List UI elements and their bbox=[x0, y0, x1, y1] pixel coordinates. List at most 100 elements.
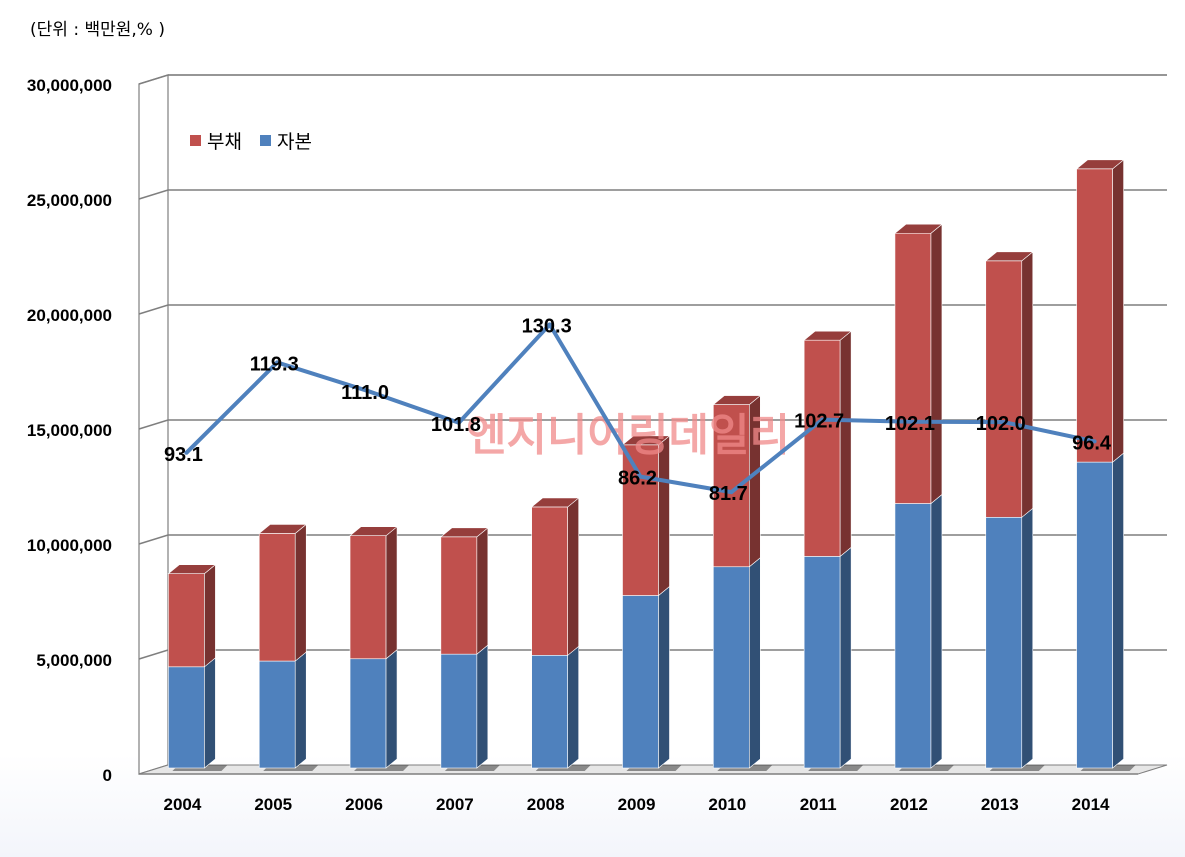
bar-top bbox=[258, 524, 308, 534]
x-tick-label: 2008 bbox=[527, 795, 565, 814]
ratio-point bbox=[1001, 420, 1006, 425]
bar-front bbox=[258, 660, 296, 769]
bar-부채-2010 bbox=[712, 394, 762, 568]
ratio-point bbox=[366, 389, 371, 394]
bar-side bbox=[1021, 251, 1034, 518]
x-tick-label: 2011 bbox=[800, 795, 837, 814]
legend: 부채 자본 bbox=[190, 131, 312, 153]
bar-front bbox=[349, 535, 387, 660]
ratio-line bbox=[184, 322, 1097, 495]
bar-side bbox=[1112, 159, 1124, 463]
x-tick-label: 2014 bbox=[1072, 795, 1110, 814]
bar-side bbox=[930, 493, 943, 769]
x-tick-label: 2013 bbox=[981, 795, 1019, 814]
y-tick-label: 25,000,000 bbox=[27, 191, 112, 210]
y-tick-label: 10,000,000 bbox=[27, 536, 112, 555]
ratio-point bbox=[820, 417, 825, 422]
bar-front bbox=[803, 339, 841, 557]
bar-top bbox=[440, 527, 489, 538]
bar-부채-2009 bbox=[621, 435, 671, 597]
bar-top bbox=[530, 497, 580, 508]
x-tick-label: 2012 bbox=[890, 795, 928, 814]
bar-front bbox=[168, 573, 205, 668]
x-tick-label: 2004 bbox=[163, 795, 201, 814]
bar-front bbox=[349, 658, 387, 769]
y-axis-ticks: 0 5,000,000 10,000,000 15,000,000 20,000,000… bbox=[27, 76, 112, 785]
bar-top bbox=[349, 526, 398, 537]
legend-item: 부채 bbox=[190, 131, 242, 153]
ratio-label: 130.3 bbox=[522, 315, 572, 337]
ratio-labels: 93.1 119.3 111.0 101.8 130.3 86.2 81.7 102.7 102… bbox=[164, 315, 1112, 505]
legend-item: 자본 bbox=[260, 131, 312, 153]
bar-side bbox=[1021, 507, 1034, 769]
bar-front bbox=[531, 506, 568, 656]
bar-front bbox=[622, 595, 659, 769]
bar-자본-2008 bbox=[531, 645, 591, 771]
ratio-point bbox=[638, 474, 643, 479]
bar-front bbox=[531, 654, 568, 769]
ratio-point bbox=[729, 490, 734, 495]
gridline bbox=[138, 74, 1167, 85]
bar-front bbox=[713, 404, 750, 568]
bar-자본-2010 bbox=[713, 557, 773, 771]
x-tick-label: 2006 bbox=[345, 795, 383, 814]
bar-자본-2007 bbox=[440, 644, 500, 771]
bar-자본-2009 bbox=[622, 585, 682, 771]
legend-label: 자본 bbox=[277, 131, 312, 153]
bar-front bbox=[1076, 168, 1113, 463]
unit-note: (단위 : 백만원,% ) bbox=[30, 20, 165, 40]
y-tick-label: 20,000,000 bbox=[27, 306, 112, 325]
bar-side bbox=[658, 585, 670, 769]
bar-front bbox=[803, 556, 841, 769]
bar-side bbox=[476, 644, 489, 769]
bar-front bbox=[713, 566, 750, 769]
bar-front bbox=[258, 533, 296, 662]
ratio-label: 101.8 bbox=[431, 414, 481, 436]
bar-side bbox=[294, 523, 307, 662]
x-tick-label: 2005 bbox=[254, 795, 292, 814]
bar-side bbox=[839, 330, 852, 558]
y-tick-label: 5,000,000 bbox=[36, 651, 112, 670]
bar-자본-2011 bbox=[803, 546, 864, 771]
bar-top bbox=[894, 223, 943, 234]
bar-front bbox=[985, 516, 1023, 769]
ratio-label: 86.2 bbox=[618, 468, 657, 490]
x-axis-ticks: 2004 2005 2006 2007 2008 2009 2010 2011 2012 2013… bbox=[163, 795, 1110, 814]
bar-자본-2005 bbox=[258, 651, 319, 771]
bar-top bbox=[803, 330, 852, 341]
bar-top bbox=[167, 564, 217, 574]
bar-front bbox=[440, 653, 478, 769]
bar-자본-2013 bbox=[985, 507, 1045, 771]
x-tick-label: 2009 bbox=[618, 795, 656, 814]
bar-front bbox=[894, 503, 932, 769]
bar-부채-2004 bbox=[167, 564, 217, 668]
bar-top bbox=[712, 395, 762, 405]
bar-side bbox=[385, 649, 398, 769]
bar-side bbox=[385, 526, 398, 660]
bar-부채-2012 bbox=[894, 223, 943, 505]
ratio-label: 102.1 bbox=[885, 413, 935, 435]
y-tick-label: 0 bbox=[103, 766, 112, 785]
legend-swatch bbox=[260, 135, 271, 146]
bar-부채-2006 bbox=[349, 526, 398, 660]
bar-side bbox=[839, 546, 852, 769]
bar-부채-2011 bbox=[803, 330, 852, 558]
bar-부채-2014 bbox=[1075, 159, 1125, 463]
legend-swatch bbox=[190, 135, 201, 146]
ratio-point bbox=[184, 450, 189, 455]
ratio-point bbox=[547, 322, 552, 327]
bar-front bbox=[985, 260, 1023, 518]
ratio-point bbox=[456, 420, 461, 425]
bar-부채-2008 bbox=[530, 497, 580, 656]
ratio-point bbox=[275, 360, 280, 365]
bar-side bbox=[476, 527, 489, 655]
bar-top bbox=[621, 435, 671, 446]
bar-자본-2012 bbox=[894, 493, 954, 771]
bar-부채-2007 bbox=[440, 527, 489, 655]
bar-side bbox=[567, 497, 579, 656]
gridline bbox=[138, 304, 1167, 315]
ratio-label: 111.0 bbox=[341, 382, 389, 404]
bar-부채-2013 bbox=[984, 251, 1034, 518]
